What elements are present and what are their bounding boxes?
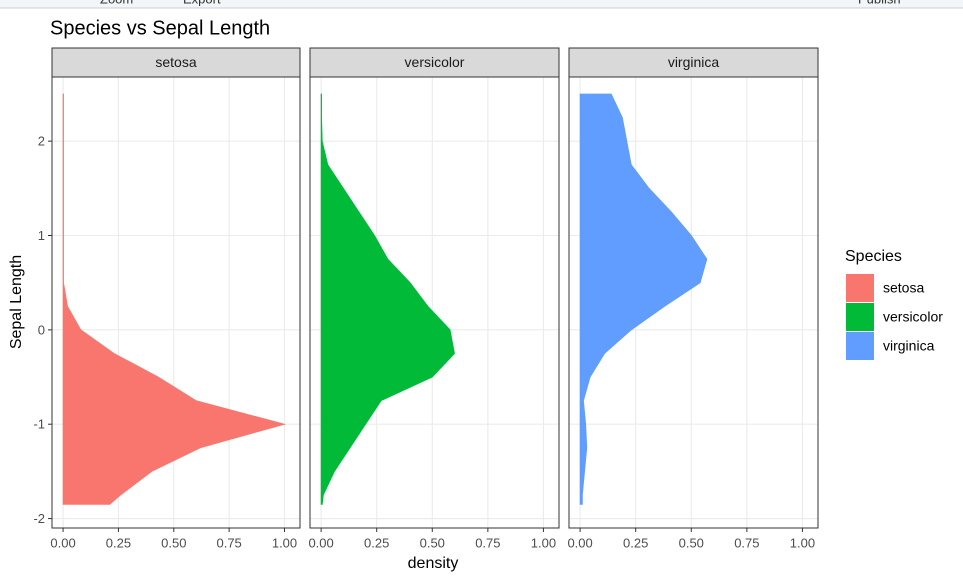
legend-label: virginica [883, 338, 935, 354]
y-tick-label: -1 [33, 417, 45, 432]
strip-label: setosa [155, 54, 196, 70]
x-tick-label: 0.50 [679, 535, 704, 550]
x-tick-label: 0.75 [216, 535, 241, 550]
legend-key [846, 303, 874, 331]
y-tick-label: 2 [38, 134, 45, 149]
x-tick-label: 0.25 [364, 535, 389, 550]
legend-key [846, 332, 874, 360]
legend-label: versicolor [883, 309, 943, 325]
x-tick-label: 0.00 [567, 535, 592, 550]
x-tick-label: 1.00 [790, 535, 815, 550]
y-axis-label: Sepal Length [8, 255, 25, 349]
x-tick-label: 0.50 [420, 535, 445, 550]
y-tick-label: 1 [38, 228, 45, 243]
legend-key [846, 274, 874, 302]
x-tick-label: 0.00 [308, 535, 333, 550]
strip-label: virginica [668, 54, 720, 70]
strip [309, 47, 560, 78]
x-tick-label: 0.75 [734, 535, 759, 550]
x-tick-label: 0.25 [623, 535, 648, 550]
x-tick-label: 0.75 [475, 535, 500, 550]
legend-title: Species [845, 248, 902, 265]
toolbar [0, 0, 963, 8]
x-tick-label: 0.50 [161, 535, 186, 550]
strip [51, 47, 301, 78]
x-tick-label: 0.00 [50, 535, 75, 550]
x-axis-label: density [408, 555, 459, 572]
x-tick-label: 1.00 [272, 535, 297, 550]
density-area [579, 93, 708, 505]
chart-title: Species vs Sepal Length [50, 17, 270, 39]
strip [568, 47, 819, 78]
legend-label: setosa [883, 280, 924, 296]
x-tick-label: 1.00 [531, 535, 556, 550]
toolbar-zoom[interactable]: Zoom [100, 0, 133, 6]
x-tick-label: 0.25 [106, 535, 131, 550]
y-tick-label: 0 [38, 322, 45, 337]
toolbar-export[interactable]: Export [183, 0, 221, 6]
toolbar-publish[interactable]: Publish [858, 0, 901, 6]
density-area [320, 93, 455, 505]
y-tick-label: -2 [33, 511, 45, 526]
density-area [62, 93, 287, 505]
strip-label: versicolor [405, 54, 465, 70]
